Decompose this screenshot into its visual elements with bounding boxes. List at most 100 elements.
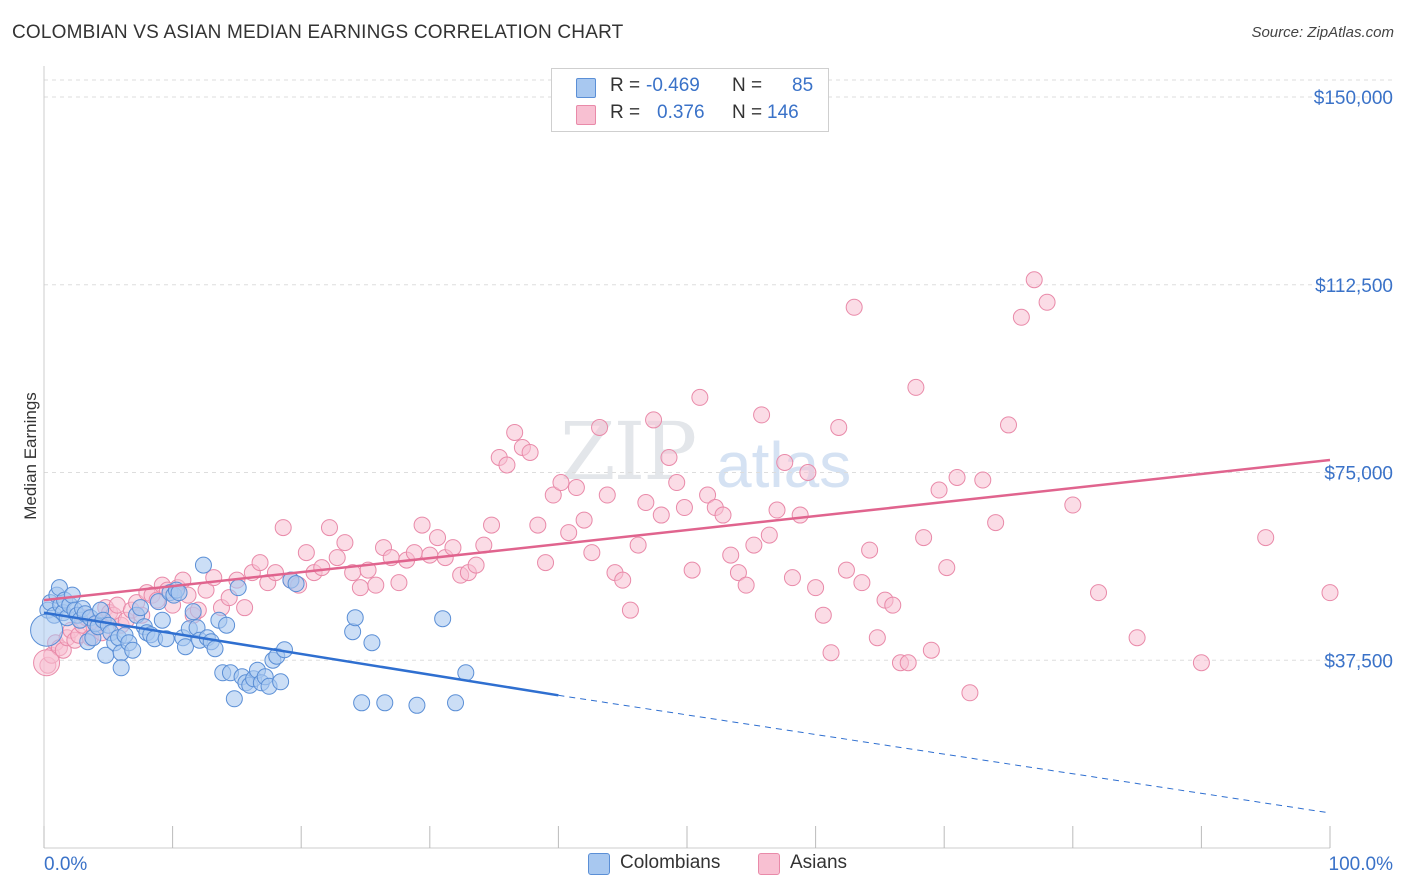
asian-point xyxy=(274,519,292,537)
asian-point xyxy=(1257,529,1275,547)
asian-point xyxy=(444,539,462,557)
asian-point xyxy=(236,599,254,617)
asian-point xyxy=(583,544,601,562)
colombian-point xyxy=(229,579,247,597)
asian-point xyxy=(637,494,655,512)
asian-point xyxy=(421,546,439,564)
asian-point xyxy=(922,641,940,659)
asian-point xyxy=(313,559,331,577)
asian-point xyxy=(629,536,647,554)
asian-point xyxy=(776,453,794,471)
axis-labels: $37,500 $75,000 $112,500 $150,000 0.0% 100.0%… xyxy=(21,88,1393,875)
asian-point xyxy=(699,486,717,504)
asian-point xyxy=(297,544,315,562)
colombian-point xyxy=(346,609,364,627)
asian-point xyxy=(974,471,992,489)
asian-point xyxy=(675,499,693,517)
asian-point xyxy=(467,556,485,574)
asian-point xyxy=(429,529,447,547)
asian-point xyxy=(1064,496,1082,514)
asian-point xyxy=(783,569,801,587)
asian-point xyxy=(768,501,786,519)
asian-point xyxy=(899,654,917,672)
legend-n-value: 85 xyxy=(792,75,814,96)
asian-point xyxy=(1000,416,1017,434)
asian-point xyxy=(737,576,755,594)
colombian-swatch xyxy=(576,78,596,98)
asian-point xyxy=(336,534,354,552)
colombian-point xyxy=(353,694,371,712)
colombian-legend-swatch xyxy=(588,853,610,875)
asian-point xyxy=(938,559,956,577)
asian-point xyxy=(652,506,670,524)
chart-title: COLOMBIAN VS ASIAN MEDIAN EARNINGS CORRE… xyxy=(12,22,624,43)
colombian-trend-line xyxy=(43,611,559,697)
asian-trend-line xyxy=(43,458,1331,602)
asian-point xyxy=(830,418,848,436)
asian-point xyxy=(1090,584,1108,602)
y-tick-label: $112,500 xyxy=(1315,276,1393,297)
asian-legend-label: Asians xyxy=(790,852,848,873)
trend-lines xyxy=(43,458,1331,814)
asian-point xyxy=(683,561,701,579)
colombian-point xyxy=(194,556,212,574)
colombian-trend-extension xyxy=(558,694,1331,814)
colombian-point xyxy=(149,593,167,611)
colombian-point xyxy=(272,673,290,691)
x-tick-label: 100.0% xyxy=(1329,854,1394,875)
y-tick-label: $150,000 xyxy=(1314,88,1393,109)
asian-point xyxy=(251,554,269,572)
asian-point xyxy=(915,529,933,547)
asian-point xyxy=(691,388,709,406)
legend-r-value: -0.469 xyxy=(646,75,700,96)
asian-point xyxy=(552,474,570,492)
asian-point xyxy=(807,579,825,597)
colombian-point xyxy=(344,623,362,641)
asian-swatch xyxy=(576,105,596,125)
asian-point xyxy=(598,486,616,504)
asian-point xyxy=(498,456,516,474)
asian-point xyxy=(753,406,771,424)
asian-point xyxy=(328,549,346,567)
colombian-point xyxy=(447,694,465,712)
colombian-point xyxy=(112,659,130,677)
axes xyxy=(43,66,1331,849)
asian-point xyxy=(1128,629,1146,647)
colombian-point xyxy=(30,613,64,647)
asian-point xyxy=(714,506,732,524)
asian-point xyxy=(266,564,284,582)
asian-point xyxy=(853,574,871,592)
asian-point xyxy=(722,546,740,564)
colombian-point xyxy=(124,641,142,659)
asian-point xyxy=(660,448,678,466)
legend-n-label: N = xyxy=(732,102,763,123)
asian-point xyxy=(544,486,562,504)
colombian-point xyxy=(131,599,149,617)
asian-point xyxy=(320,519,338,537)
colombian-point xyxy=(363,634,381,652)
asian-point xyxy=(987,514,1005,532)
asian-point xyxy=(845,298,863,316)
asian-point xyxy=(351,579,369,597)
asian-point xyxy=(483,516,501,534)
x-tick-label: 0.0% xyxy=(44,854,87,875)
asian-point xyxy=(884,596,902,614)
legend-r-value: 0.376 xyxy=(657,102,705,123)
colombian-point xyxy=(434,610,452,628)
colombian-point xyxy=(218,616,236,634)
asian-point xyxy=(907,378,925,396)
legend-r-label: R = xyxy=(610,75,641,96)
asian-point xyxy=(1038,293,1056,311)
asian-points xyxy=(33,271,1339,702)
colombian-legend-label: Colombians xyxy=(620,852,721,873)
asian-point xyxy=(390,574,408,592)
colombian-point xyxy=(176,638,194,656)
asian-point xyxy=(729,564,747,582)
legend-n-value: 146 xyxy=(767,102,799,123)
asian-point xyxy=(961,684,979,702)
asian-point xyxy=(760,526,778,544)
colombian-point xyxy=(206,640,224,658)
asian-point xyxy=(799,464,817,481)
colombian-point xyxy=(153,611,171,629)
